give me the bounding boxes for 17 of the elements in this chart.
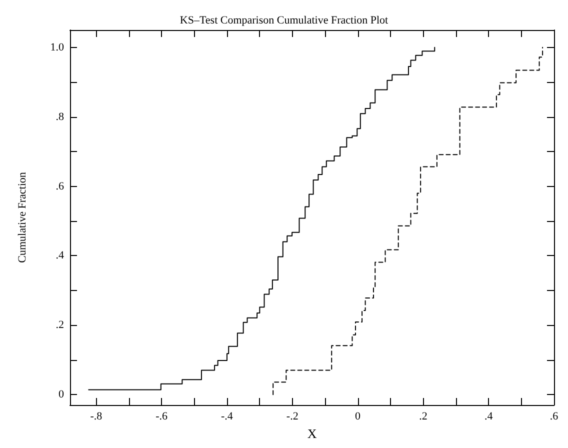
x-axis-title: X — [307, 426, 318, 441]
x-tick-label: .6 — [550, 410, 559, 422]
x-tick-label: .4 — [484, 410, 494, 422]
x-tick-label: .2 — [419, 410, 428, 422]
y-tick-label: 1.0 — [50, 41, 64, 54]
x-tick-label: -.8 — [90, 410, 103, 422]
y-tick-label: .8 — [56, 110, 64, 123]
y-tick-label: .2 — [56, 319, 64, 332]
chart-title: KS–Test Comparison Cumulative Fraction Plot — [180, 14, 388, 26]
y-tick-label: .6 — [56, 180, 64, 192]
x-tick-label: -.4 — [221, 410, 234, 422]
x-tick-label: -.6 — [156, 410, 168, 422]
y-tick-label: .4 — [56, 250, 64, 262]
x-tick-label: 0 — [355, 410, 362, 422]
y-axis-title: Cumulative Fraction — [16, 172, 28, 263]
y-tick-label: 0 — [58, 388, 64, 401]
x-tick-label: -.2 — [286, 410, 298, 422]
